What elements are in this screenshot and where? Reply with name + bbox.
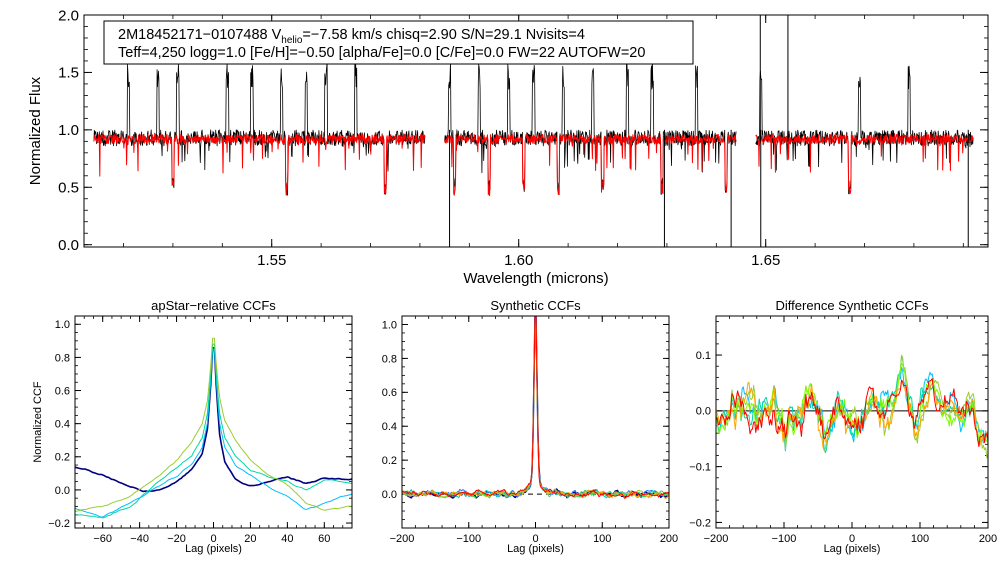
x-tick-label: 100 [593, 533, 611, 545]
x-tick-label: 1.55 [257, 252, 286, 269]
y-tick-label: 1.5 [58, 65, 79, 82]
plot-frame [715, 315, 989, 529]
x-tick-label: −100 [772, 533, 797, 545]
visit 1-ccf-line [75, 347, 352, 493]
x-tick-label: −100 [456, 533, 481, 545]
visit 3-difference-ccf-line [716, 354, 988, 459]
visit 5-synthetic-ccf-line [402, 321, 669, 498]
y-axis-label: Normalized Flux [27, 76, 44, 185]
x-axis-label: Lag (pixels) [185, 543, 242, 555]
info-box [103, 20, 694, 65]
v-label: V [272, 27, 282, 43]
chart-title: Synthetic CCFs [490, 298, 581, 313]
plot-frame [401, 315, 670, 529]
plot-frame [74, 315, 353, 529]
visit 2-synthetic-ccf-line [402, 316, 669, 499]
visit 1-difference-ccf-line [716, 366, 988, 452]
x-tick-label: 1.65 [751, 252, 780, 269]
plot-frame [83, 14, 989, 248]
visit 4-synthetic-ccf-line [402, 319, 669, 499]
chart-title: Difference Synthetic CCFs [776, 298, 929, 313]
visit 3-synthetic-ccf-line [402, 318, 669, 499]
observed-flux-line-chip-1 [93, 60, 426, 196]
y-axis-label: Normalized CCF [32, 381, 44, 463]
y-tick-label: 0.5 [58, 180, 79, 197]
visit 1-synthetic-ccf-line [402, 316, 669, 499]
y-tick-label: −0.1 [689, 461, 711, 473]
difference-ccf-panel: −200 −100 0 100 200 −0.2 −0.1 0.0 0.1 Lag (pixels… [689, 298, 997, 555]
x-tick-label: −40 [130, 533, 149, 545]
info-line-2: Teff=4,250 logg=1.0 [Fe/H]=−0.50 [alpha/… [118, 45, 645, 61]
y-tick-label: 0.0 [55, 485, 70, 497]
x-tick-label: −200 [704, 533, 729, 545]
info-line-1: 2M18452171−0107488 Vhelio=−7.58 km/s chi… [118, 27, 585, 46]
model-flux-line-chip-3 [755, 134, 974, 195]
x-tick-label: 40 [281, 533, 293, 545]
x-axis-label: Lag (pixels) [824, 543, 881, 555]
x-tick-label: −20 [167, 533, 186, 545]
x-tick-label: 200 [979, 533, 997, 545]
visit 2-ccf-line [75, 348, 352, 518]
visit 6-difference-ccf-line [716, 378, 988, 447]
y-tick-label: 0.8 [382, 353, 397, 365]
x-tick-label: 0 [849, 533, 855, 545]
visit 6-synthetic-ccf-line [402, 316, 669, 500]
model-flux-line-chip-1 [93, 134, 426, 196]
visit 7-synthetic-ccf-line [402, 316, 669, 499]
x-tick-label: 0 [532, 533, 538, 545]
chart-title: apStar−relative CCFs [151, 298, 276, 313]
x-tick-label: 200 [660, 533, 678, 545]
y-tick-label: 0.8 [55, 352, 70, 364]
visit 4-difference-ccf-line [716, 363, 988, 444]
x-axis-label: Lag (pixels) [507, 543, 564, 555]
y-tick-label: 0.6 [382, 387, 397, 399]
spectrum-panel: 1.55 1.60 1.65 0.0 0.5 1.0 1.5 2.0 Wavelength (m… [27, 7, 989, 287]
synthetic-ccf-panel: −200 −100 0 100 200 0.0 0.2 0.4 0.6 0.8 1.0 Lag (pi… [382, 298, 678, 555]
y-tick-label: 0.0 [58, 237, 79, 254]
x-tick-label: 0 [210, 533, 216, 545]
x-tick-label: 100 [911, 533, 929, 545]
x-tick-label: 20 [244, 533, 256, 545]
y-tick-label: 1.0 [382, 319, 397, 331]
x-tick-label: −200 [390, 533, 415, 545]
y-tick-label: 0.1 [696, 350, 711, 362]
v-value: =−7.58 km/s [302, 27, 386, 43]
y-tick-label: 0.4 [55, 419, 70, 431]
y-tick-label: 2.0 [58, 7, 79, 24]
visit 4-ccf-line [75, 337, 352, 513]
v-subscript: helio [281, 35, 303, 46]
y-tick-label: −0.2 [48, 518, 70, 530]
y-tick-label: 0.4 [382, 421, 397, 433]
fit-stats: chisq=2.90 S/N=29.1 Nvisits=4 [386, 27, 585, 43]
y-tick-label: 1.0 [58, 122, 79, 139]
y-tick-label: 0.2 [55, 452, 70, 464]
apstar-ccf-panel: −60 −40 −20 0 20 40 60 −0.2 0.0 0.2 0.4 0.6 0.8 1.0 La… [32, 298, 353, 555]
y-tick-label: 0.0 [696, 406, 711, 418]
y-tick-label: 0.6 [55, 385, 70, 397]
model-flux-line-chip-2 [444, 134, 737, 197]
observed-flux-line-chip-3 [755, 65, 974, 195]
y-tick-label: −0.2 [689, 517, 711, 529]
x-axis-label: Wavelength (microns) [463, 270, 608, 287]
y-tick-label: 0.0 [382, 489, 397, 501]
visit 3-ccf-line [75, 343, 352, 519]
x-tick-label: 60 [318, 533, 330, 545]
x-tick-label: 1.60 [504, 252, 533, 269]
x-tick-label: −60 [93, 533, 112, 545]
star-id: 2M18452171−0107488 [118, 27, 272, 43]
y-tick-label: 1.0 [55, 319, 70, 331]
y-tick-label: 0.2 [382, 455, 397, 467]
